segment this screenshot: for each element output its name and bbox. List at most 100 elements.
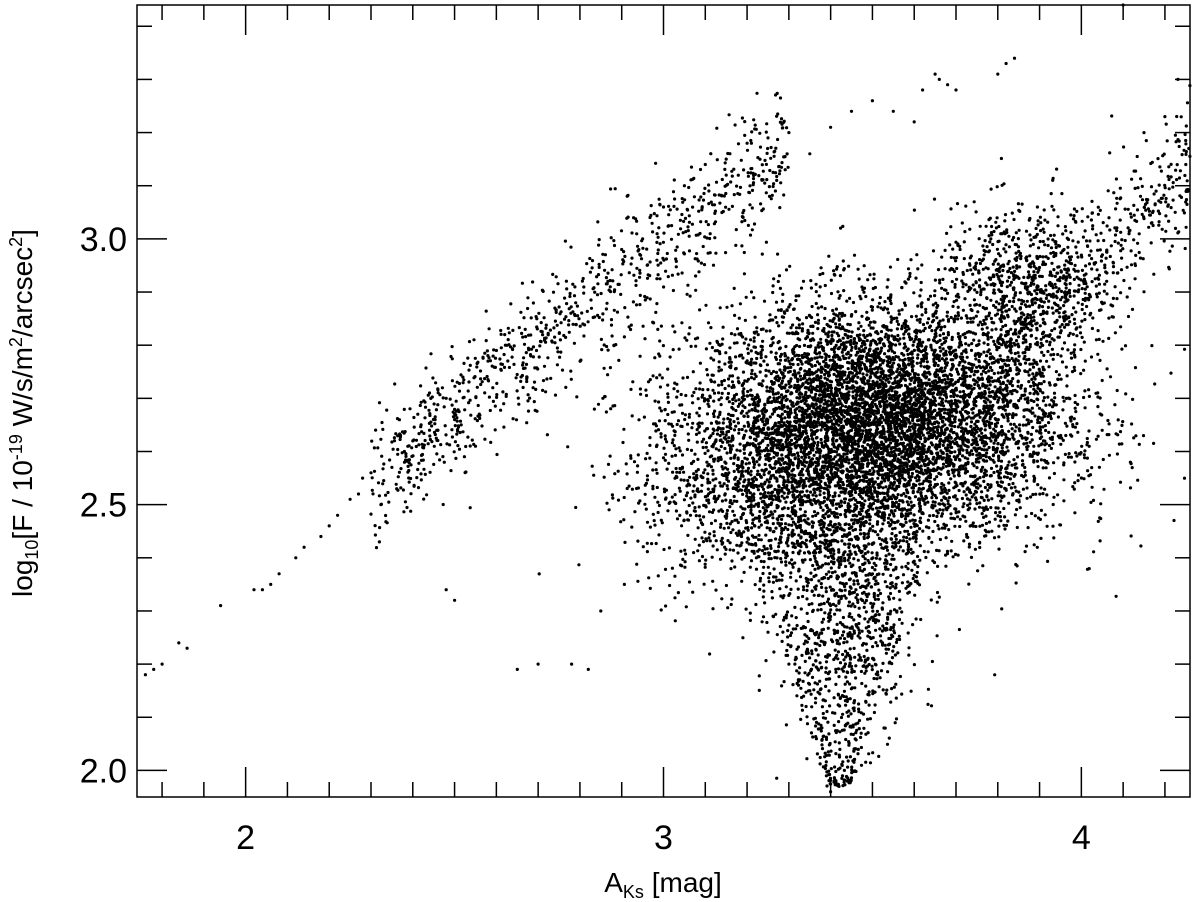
data-point — [787, 305, 791, 309]
data-point — [803, 454, 807, 458]
data-point — [1060, 347, 1064, 351]
data-point — [819, 337, 823, 341]
data-point — [920, 357, 924, 361]
data-point — [756, 352, 760, 356]
data-point — [1100, 413, 1104, 417]
data-point — [1073, 460, 1077, 464]
data-point — [895, 327, 900, 331]
data-point — [837, 548, 841, 552]
data-point — [841, 341, 846, 345]
data-point — [912, 348, 917, 352]
data-point — [1000, 424, 1004, 429]
data-point — [657, 400, 661, 404]
data-point — [949, 512, 953, 516]
data-point — [798, 344, 802, 349]
data-point — [1051, 524, 1055, 528]
data-point — [849, 314, 854, 318]
data-point — [1027, 380, 1031, 384]
data-point — [762, 589, 766, 593]
data-point — [1066, 348, 1070, 352]
data-point — [739, 505, 743, 509]
data-point — [695, 428, 699, 432]
data-point — [1129, 534, 1133, 538]
data-point — [866, 351, 870, 355]
data-point — [903, 431, 907, 436]
data-point — [1172, 518, 1176, 523]
data-point — [944, 381, 948, 385]
data-point — [894, 343, 898, 347]
data-point — [1072, 417, 1076, 421]
data-point — [961, 389, 966, 394]
data-point — [659, 432, 663, 436]
data-point — [1098, 539, 1102, 543]
data-point — [944, 506, 948, 510]
data-point — [1021, 453, 1025, 457]
data-point — [1010, 427, 1014, 431]
data-point — [1017, 490, 1021, 494]
data-point — [936, 430, 940, 435]
data-point — [886, 328, 891, 332]
data-point — [979, 372, 984, 376]
data-point — [1032, 474, 1036, 478]
data-point — [1087, 567, 1091, 571]
data-point — [1091, 498, 1096, 502]
data-point — [951, 304, 955, 308]
data-point — [913, 562, 917, 566]
data-point — [742, 250, 746, 255]
data-point — [840, 325, 845, 329]
data-point — [744, 337, 748, 341]
data-point — [914, 334, 918, 339]
data-point — [908, 335, 912, 339]
data-point — [1033, 514, 1037, 518]
data-point — [1182, 476, 1187, 480]
data-point — [670, 410, 674, 414]
data-point — [892, 351, 897, 355]
data-point — [771, 473, 776, 477]
data-point — [811, 493, 815, 497]
data-point — [991, 379, 995, 384]
data-point — [883, 462, 887, 466]
data-point — [921, 433, 925, 437]
data-point — [953, 420, 957, 424]
data-point — [817, 362, 822, 366]
data-point — [724, 351, 728, 355]
data-point — [927, 370, 931, 374]
data-point — [855, 410, 859, 414]
data-point — [727, 412, 731, 416]
data-point — [1028, 362, 1032, 366]
data-point — [886, 278, 890, 282]
data-point — [871, 466, 875, 470]
data-point — [723, 446, 727, 451]
data-point — [965, 355, 969, 359]
data-point — [917, 407, 921, 411]
data-point — [841, 259, 845, 263]
data-point — [909, 258, 913, 262]
data-point — [854, 353, 858, 357]
data-point — [752, 296, 756, 300]
data-point — [973, 382, 977, 386]
data-point — [914, 476, 918, 480]
data-point — [788, 362, 792, 366]
data-point — [606, 373, 610, 377]
data-point — [865, 373, 869, 377]
data-point — [892, 361, 896, 365]
data-point — [787, 415, 792, 419]
data-point — [1065, 374, 1069, 378]
data-point — [1051, 441, 1055, 446]
data-point — [784, 522, 788, 526]
data-point — [922, 353, 926, 357]
data-point — [741, 356, 745, 360]
data-point — [850, 405, 854, 409]
data-point — [1073, 481, 1077, 485]
data-point — [805, 460, 809, 464]
data-point — [906, 267, 911, 271]
data-point — [1073, 393, 1077, 398]
data-point — [757, 525, 761, 529]
data-point — [835, 407, 839, 412]
data-point — [783, 311, 787, 315]
data-point — [943, 411, 947, 415]
data-point — [787, 359, 791, 363]
data-point — [871, 383, 875, 387]
data-point — [712, 358, 716, 362]
data-point — [888, 347, 892, 351]
